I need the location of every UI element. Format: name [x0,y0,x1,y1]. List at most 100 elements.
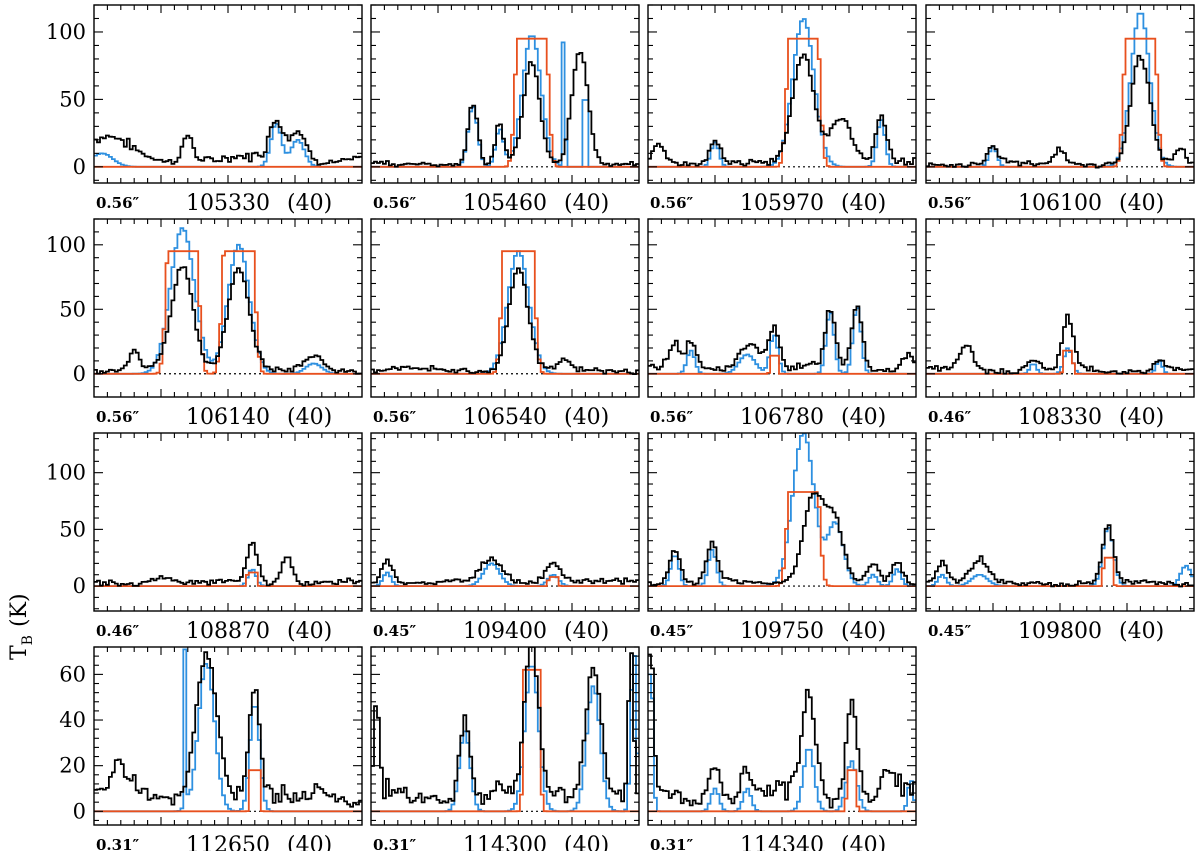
frequency-label: 106100 [1018,191,1102,216]
observed-spectrum-line [648,305,916,373]
model-molecule-line [94,250,362,375]
model-total-line [926,527,1194,587]
y-axis-unit: (K) [7,593,32,627]
beam-size-label: 0.56″ [373,408,417,426]
observed-spectrum-line [371,556,639,586]
beam-size-label: 0.46″ [96,622,140,640]
model-molecule-line [648,769,916,813]
panel-105330: 0 50 100 0.56″ 105330 (40) [46,4,363,216]
panel-106140: 0 50 100 0.56″ 106140 (40) [46,218,363,430]
model-total-line [371,655,639,813]
y-tick-label: 0 [73,799,86,823]
model-total-line [926,12,1194,168]
frequency-label: 112650 [186,833,270,851]
frequency-label: 114340 [740,833,824,851]
panel-109750: 0.45″ 109750 (40) [647,432,917,644]
series-group [371,35,639,168]
observed-spectrum-line [371,267,639,375]
beam-size-label: 0.56″ [96,194,140,212]
panel-frame [93,4,363,184]
panel-105460: 0.56″ 105460 (40) [370,4,640,216]
beam-size-label: 0.56″ [650,408,694,426]
model-molecule-line [926,37,1194,168]
panel-106540: 0.56″ 106540 (40) [370,218,640,430]
observed-spectrum-line [926,54,1194,169]
frequency-label: 106540 [463,405,547,430]
panel-frame [647,646,917,826]
series-group [648,18,916,168]
observed-spectrum-line [648,653,916,809]
frequency-label: 109750 [740,619,824,644]
panel-frame [925,4,1195,184]
series-group [94,227,362,375]
velocity-width-label: (40) [287,833,332,851]
frequency-label: 105970 [740,191,824,216]
velocity-width-label: (40) [841,405,886,430]
series-group [648,433,916,587]
series-group [648,305,916,375]
panel-112650: 0 20 40 60 0.31″ 112650 (40) [59,646,363,851]
y-tick-label: 100 [46,461,86,485]
model-total-line [94,648,362,813]
series-group [926,12,1194,169]
model-molecule-line [648,354,916,375]
panel-frame [370,432,640,612]
model-molecule-line [94,571,362,587]
beam-size-label: 0.56″ [650,194,694,212]
beam-size-label: 0.31″ [96,836,140,851]
observed-spectrum-line [648,492,916,587]
panel-106100: 0.56″ 106100 (40) [925,4,1195,216]
series-group [371,250,639,375]
velocity-width-label: (40) [564,619,609,644]
model-molecule-line [371,37,639,168]
model-total-line [371,250,639,375]
model-total-line [94,568,362,587]
series-group [94,541,362,587]
panel-frame [93,646,363,826]
beam-size-label: 0.56″ [928,194,972,212]
observed-spectrum-line [648,53,916,167]
y-tick-label: 50 [59,87,86,111]
velocity-width-label: (40) [287,191,332,216]
frequency-label: 114300 [463,833,547,851]
beam-size-label: 0.45″ [650,622,694,640]
model-molecule-line [94,769,362,813]
y-tick-label: 40 [59,708,86,732]
velocity-width-label: (40) [287,405,332,430]
velocity-width-label: (40) [287,619,332,644]
beam-size-label: 0.31″ [373,836,417,851]
panel-114300: 0.31″ 114300 (40) [370,646,640,851]
model-total-line [648,673,916,813]
velocity-width-label: (40) [1119,619,1164,644]
frequency-label: 109800 [1018,619,1102,644]
y-axis-label-main: T [7,645,32,660]
observed-spectrum-line [371,52,639,168]
panel-109400: 0.45″ 109400 (40) [370,432,640,644]
frequency-label: 106140 [186,405,270,430]
series-group [371,647,639,813]
panel-109800: 0.45″ 109800 (40) [925,432,1195,644]
observed-spectrum-line [926,313,1194,375]
frequency-label: 105330 [186,191,270,216]
panel-frame [647,432,917,612]
model-molecule-line [926,349,1194,375]
y-axis-label: TB (K) [7,593,36,660]
model-molecule-line [926,556,1194,587]
model-molecule-line [648,491,916,587]
beam-size-label: 0.45″ [373,622,417,640]
beam-size-label: 0.45″ [928,622,972,640]
velocity-width-label: (40) [564,191,609,216]
observed-spectrum-line [371,647,639,805]
velocity-width-label: (40) [841,833,886,851]
observed-spectrum-line [926,524,1194,588]
beam-size-label: 0.56″ [373,194,417,212]
model-molecule-line [371,250,639,375]
model-molecule-line [648,37,916,168]
y-tick-label: 20 [59,754,86,778]
panel-108330: 0.46″ 108330 (40) [925,218,1195,430]
panel-105970: 0.56″ 105970 (40) [647,4,917,216]
panel-114340: 0.31″ 114340 (40) [647,646,917,851]
frequency-label: 109400 [463,619,547,644]
velocity-width-label: (40) [841,619,886,644]
